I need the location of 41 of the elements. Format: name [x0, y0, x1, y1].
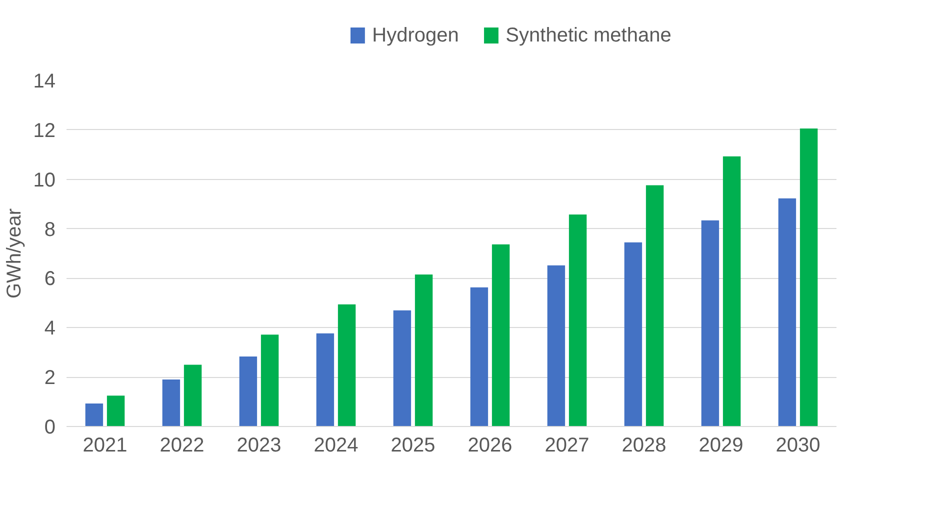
y-tick-label: 0	[44, 416, 56, 438]
bar	[184, 364, 202, 426]
y-axis-title: GWh/year	[3, 208, 26, 299]
bar	[393, 310, 412, 426]
bar	[162, 380, 180, 426]
y-tick-label: 8	[44, 218, 56, 241]
bar	[316, 333, 334, 426]
y-tick-label: 6	[44, 268, 56, 290]
x-tick-label: 2030	[776, 434, 820, 456]
bar	[568, 214, 587, 426]
y-tick-label: 10	[33, 169, 56, 192]
legend-label: Synthetic methane	[506, 24, 672, 46]
x-tick-label: 2021	[82, 434, 128, 456]
y-tick-label: 14	[33, 70, 56, 92]
x-tick-label: 2026	[468, 434, 512, 456]
bar	[414, 274, 433, 426]
x-tick-label: 2028	[622, 434, 666, 456]
x-tick-label: 2025	[390, 434, 436, 456]
bar	[778, 198, 796, 426]
y-tick-label: 12	[33, 120, 56, 142]
x-tick-label: 2023	[236, 434, 282, 456]
bar	[85, 404, 104, 426]
x-tick-label: 2022	[160, 434, 204, 456]
bar	[646, 185, 664, 426]
x-tick-label: 2027	[544, 434, 590, 456]
bar	[106, 396, 125, 426]
bar	[547, 265, 566, 426]
bar	[260, 334, 279, 426]
bar	[624, 242, 642, 426]
bar	[800, 128, 818, 426]
y-tick-label: 4	[44, 318, 56, 340]
bar	[239, 356, 258, 426]
bar	[492, 244, 510, 426]
bar	[470, 287, 488, 426]
bar	[338, 304, 356, 426]
x-tick-label: 2024	[314, 434, 358, 456]
bar	[701, 220, 720, 426]
y-tick-label: 2	[44, 367, 56, 390]
legend-label: Hydrogen	[372, 24, 459, 46]
bar	[722, 156, 741, 426]
x-tick-label: 2029	[698, 434, 744, 456]
